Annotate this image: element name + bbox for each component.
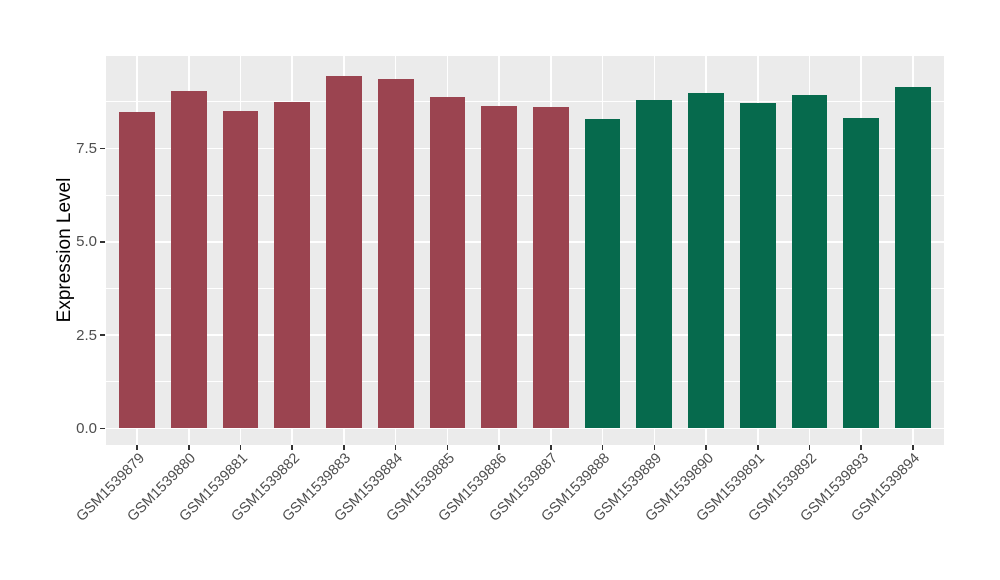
bar xyxy=(222,111,259,429)
bar xyxy=(274,101,311,429)
bar xyxy=(481,105,517,429)
x-tick-mark xyxy=(550,445,552,450)
y-tick-mark xyxy=(100,147,105,150)
bar xyxy=(739,102,776,429)
y-tick-mark xyxy=(100,241,105,243)
x-tick-mark xyxy=(601,445,604,450)
gridline-major xyxy=(106,241,944,243)
bar xyxy=(791,94,828,429)
x-tick-label: GSM1539894 xyxy=(823,450,924,525)
bar xyxy=(119,111,155,429)
x-tick-mark xyxy=(653,445,656,450)
gridline-minor xyxy=(106,101,944,103)
x-tick-mark xyxy=(808,445,811,450)
bar xyxy=(170,90,207,429)
gridline-major xyxy=(106,147,944,150)
y-tick-label: 5.0 xyxy=(76,233,97,251)
x-tick-label-text: GSM1539894 xyxy=(848,450,924,525)
x-tick-mark xyxy=(291,445,293,450)
bar xyxy=(326,75,362,429)
bar xyxy=(429,97,466,429)
gridline-minor xyxy=(106,288,944,289)
x-tick-mark xyxy=(705,445,707,450)
x-tick-mark xyxy=(188,445,190,450)
x-tick-mark xyxy=(912,445,914,450)
plot-panel xyxy=(106,56,944,445)
gridline-minor xyxy=(106,381,944,383)
x-tick-mark xyxy=(136,445,138,450)
y-tick-label: 7.5 xyxy=(76,140,97,158)
y-tick-label: 0.0 xyxy=(76,420,97,437)
x-tick-mark xyxy=(446,445,449,450)
gridline-major xyxy=(106,334,944,336)
y-tick-mark xyxy=(100,334,105,336)
bar xyxy=(843,118,880,429)
x-tick-mark xyxy=(860,445,862,450)
bar xyxy=(636,99,673,429)
y-tick-label: 2.5 xyxy=(76,326,97,344)
bar xyxy=(895,87,931,429)
x-tick-mark xyxy=(394,445,397,450)
bar xyxy=(584,119,621,429)
x-tick-mark xyxy=(343,445,345,450)
x-tick-mark xyxy=(498,445,500,450)
bar xyxy=(377,79,414,429)
x-tick-mark xyxy=(239,445,242,450)
x-tick-mark xyxy=(757,445,759,450)
y-tick-mark xyxy=(100,427,105,430)
y-axis-title: Expression Level xyxy=(54,177,75,323)
gridline-major xyxy=(106,427,944,430)
bar xyxy=(533,107,569,429)
gridline-minor xyxy=(106,194,944,196)
bar xyxy=(688,92,724,429)
